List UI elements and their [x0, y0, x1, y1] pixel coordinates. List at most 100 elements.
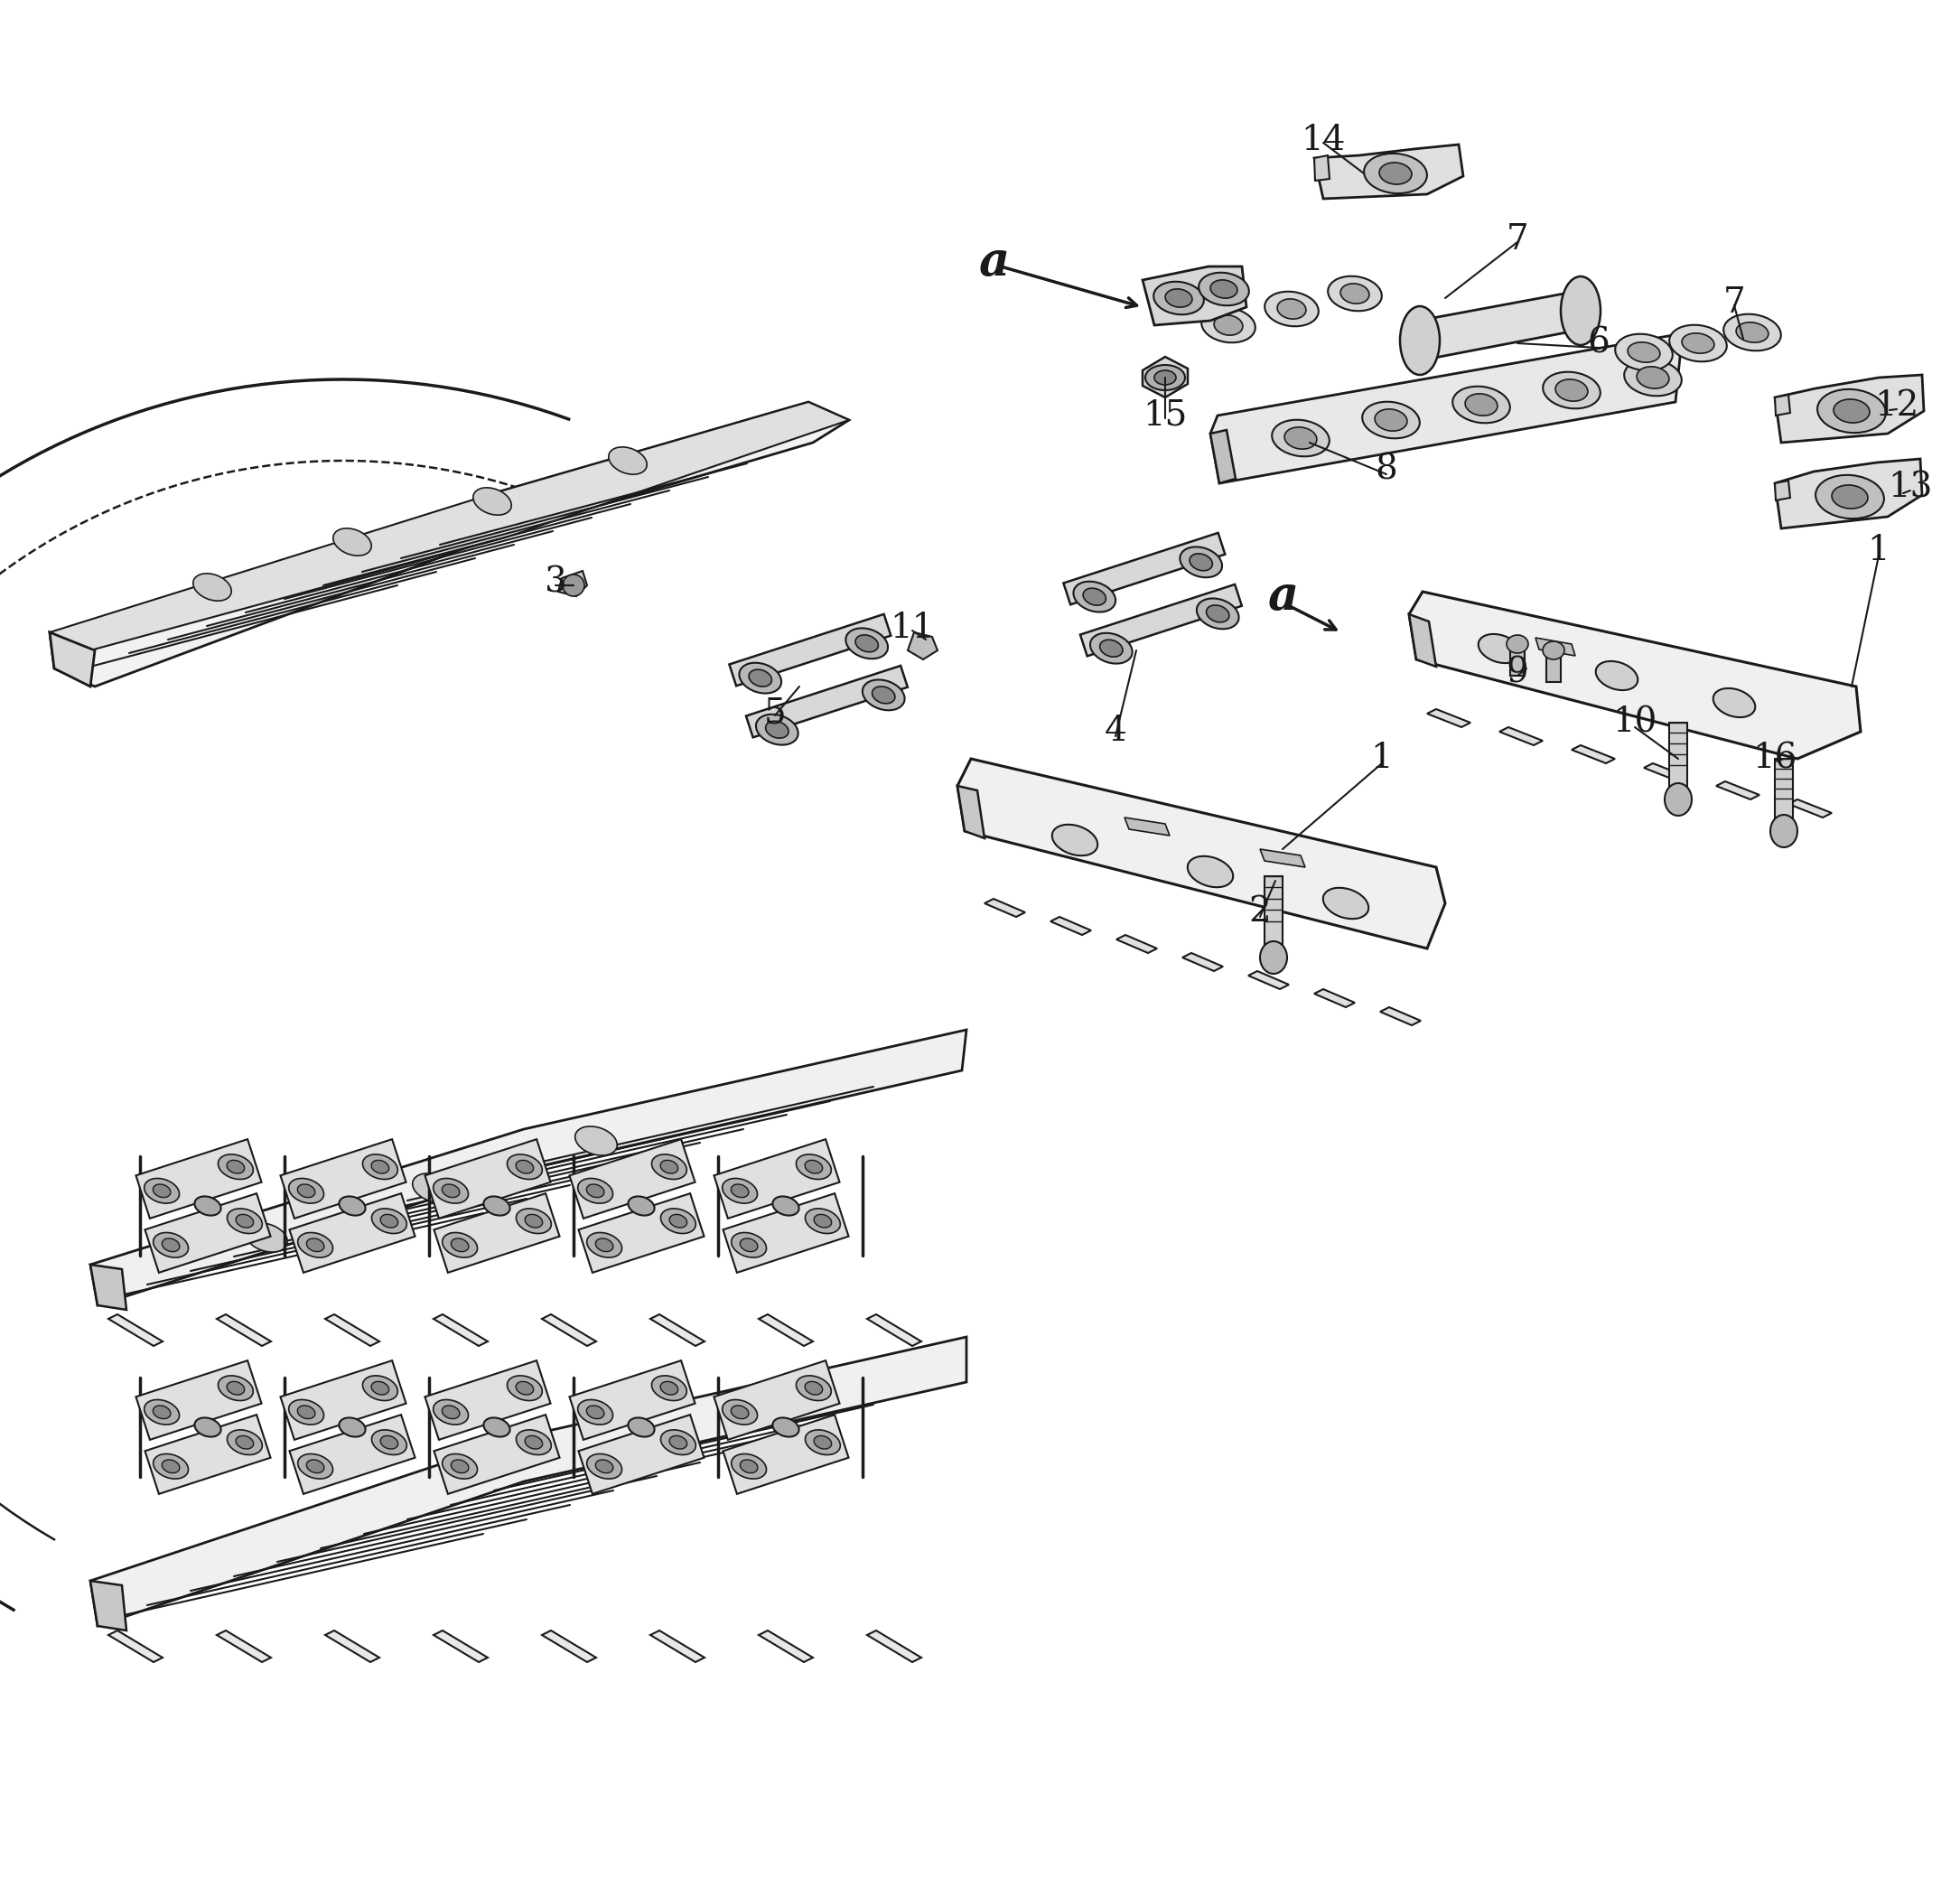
Ellipse shape [723, 1399, 757, 1425]
Ellipse shape [1556, 379, 1588, 402]
Polygon shape [559, 571, 588, 595]
Ellipse shape [298, 1405, 316, 1418]
Polygon shape [1776, 759, 1793, 832]
Ellipse shape [670, 1435, 688, 1450]
Text: 7: 7 [1505, 223, 1529, 255]
Ellipse shape [1090, 633, 1133, 663]
Polygon shape [1776, 481, 1789, 500]
Ellipse shape [339, 1418, 365, 1437]
Polygon shape [425, 1140, 551, 1219]
Ellipse shape [731, 1454, 766, 1478]
Polygon shape [1380, 1007, 1421, 1025]
Text: 8: 8 [1376, 453, 1397, 486]
Ellipse shape [1625, 359, 1682, 396]
Polygon shape [1051, 916, 1092, 935]
Ellipse shape [194, 573, 231, 601]
Ellipse shape [1664, 783, 1691, 815]
Polygon shape [866, 1315, 921, 1347]
Polygon shape [651, 1630, 704, 1662]
Ellipse shape [1478, 635, 1521, 663]
Ellipse shape [1190, 554, 1213, 571]
Ellipse shape [1154, 370, 1176, 385]
Ellipse shape [1374, 409, 1407, 432]
Polygon shape [1117, 935, 1156, 952]
Ellipse shape [1260, 941, 1288, 975]
Ellipse shape [1201, 308, 1254, 342]
Ellipse shape [1053, 824, 1098, 856]
Ellipse shape [235, 1215, 253, 1228]
Ellipse shape [245, 1223, 288, 1253]
Ellipse shape [443, 1185, 459, 1198]
Ellipse shape [1341, 284, 1370, 304]
Polygon shape [49, 402, 849, 650]
Ellipse shape [1145, 364, 1186, 391]
Ellipse shape [578, 1178, 613, 1204]
Ellipse shape [1100, 640, 1123, 657]
Ellipse shape [1466, 394, 1497, 415]
Ellipse shape [1833, 485, 1868, 509]
Ellipse shape [163, 1459, 180, 1472]
Polygon shape [1264, 877, 1282, 958]
Polygon shape [1315, 145, 1464, 199]
Ellipse shape [1205, 605, 1229, 622]
Polygon shape [108, 1315, 163, 1347]
Ellipse shape [813, 1215, 831, 1228]
Ellipse shape [796, 1377, 831, 1401]
Ellipse shape [288, 1399, 323, 1425]
Polygon shape [145, 1193, 270, 1273]
Ellipse shape [433, 1399, 468, 1425]
Ellipse shape [1543, 642, 1564, 659]
Ellipse shape [596, 1238, 613, 1251]
Ellipse shape [1682, 332, 1715, 353]
Polygon shape [866, 1630, 921, 1662]
Ellipse shape [1615, 334, 1672, 370]
Polygon shape [1572, 746, 1615, 762]
Polygon shape [956, 759, 1445, 948]
Polygon shape [1511, 644, 1525, 676]
Text: 6: 6 [1588, 327, 1609, 361]
Ellipse shape [227, 1209, 263, 1234]
Ellipse shape [772, 1418, 800, 1437]
Ellipse shape [451, 1238, 468, 1251]
Text: 1: 1 [1868, 535, 1889, 567]
Ellipse shape [1637, 366, 1670, 389]
Ellipse shape [484, 1418, 510, 1437]
Polygon shape [578, 1193, 704, 1273]
Ellipse shape [508, 1155, 543, 1179]
Ellipse shape [1670, 325, 1727, 362]
Ellipse shape [1713, 687, 1756, 717]
Polygon shape [433, 1193, 561, 1273]
Polygon shape [1776, 458, 1923, 528]
Ellipse shape [227, 1161, 245, 1174]
Ellipse shape [298, 1454, 333, 1478]
Ellipse shape [627, 1196, 655, 1215]
Polygon shape [325, 1315, 380, 1347]
Ellipse shape [235, 1435, 253, 1450]
Ellipse shape [586, 1454, 621, 1478]
Polygon shape [1535, 639, 1576, 655]
Ellipse shape [563, 575, 584, 595]
Ellipse shape [1380, 163, 1411, 184]
Ellipse shape [227, 1382, 245, 1395]
Polygon shape [135, 1360, 261, 1440]
Text: 3: 3 [545, 565, 566, 599]
Polygon shape [723, 1193, 849, 1273]
Ellipse shape [1278, 299, 1305, 319]
Text: 9: 9 [1505, 655, 1529, 689]
Ellipse shape [433, 1178, 468, 1204]
Ellipse shape [813, 1435, 831, 1450]
Polygon shape [1249, 971, 1290, 990]
Ellipse shape [363, 1377, 398, 1401]
Polygon shape [49, 633, 94, 687]
Ellipse shape [872, 687, 896, 704]
Ellipse shape [651, 1377, 686, 1401]
Ellipse shape [515, 1382, 533, 1395]
Ellipse shape [1084, 588, 1105, 605]
Polygon shape [713, 1360, 839, 1440]
Ellipse shape [806, 1161, 823, 1174]
Ellipse shape [1272, 421, 1329, 456]
Ellipse shape [218, 1155, 253, 1179]
Ellipse shape [586, 1185, 604, 1198]
Ellipse shape [145, 1399, 178, 1425]
Ellipse shape [806, 1429, 841, 1455]
